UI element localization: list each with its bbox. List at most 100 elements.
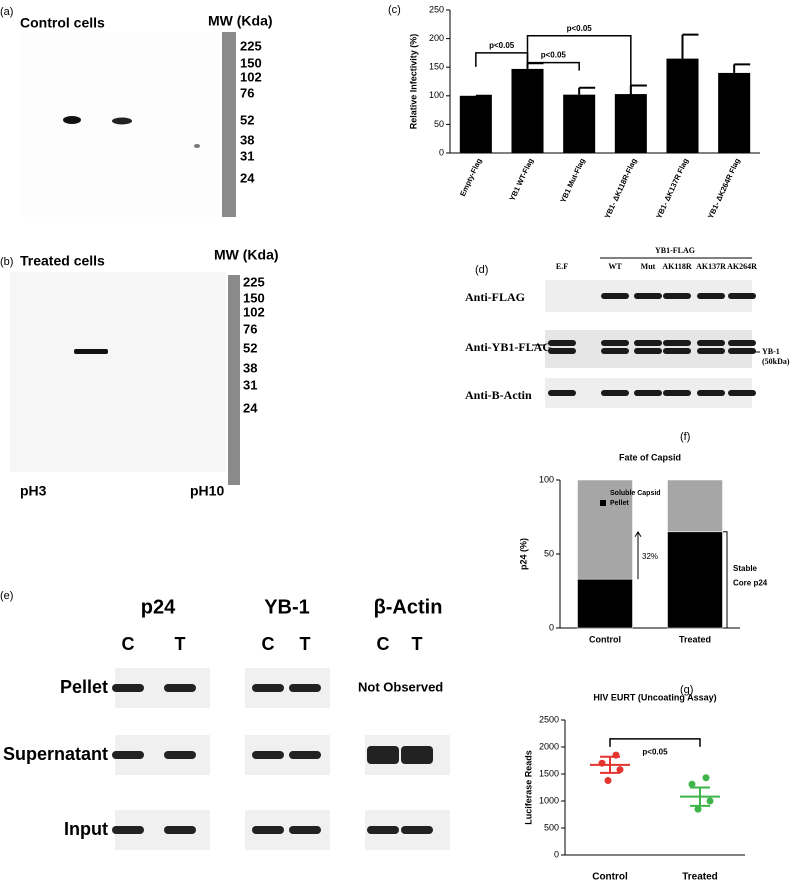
bar-segment xyxy=(577,479,633,580)
legend-swatch xyxy=(600,500,606,506)
x-tick-label: Control xyxy=(589,634,621,644)
spot xyxy=(112,117,132,125)
band xyxy=(112,826,144,834)
mw-marker: 24 xyxy=(243,400,258,415)
bar-segment xyxy=(667,531,723,629)
mw-marker: 31 xyxy=(240,148,254,163)
band xyxy=(164,826,196,834)
y-tick-label: 50 xyxy=(434,119,444,129)
lane-label: AK264R xyxy=(727,262,757,271)
y-tick-label: 2500 xyxy=(539,714,559,724)
marker-label: YB-1 xyxy=(762,347,780,356)
mw-marker: 150 xyxy=(243,290,265,305)
legend-swatch xyxy=(600,490,606,496)
ph-label: pH3 xyxy=(20,483,47,499)
bar xyxy=(563,94,596,153)
band xyxy=(697,340,725,346)
band xyxy=(663,348,691,354)
annotation: p<0.05 xyxy=(567,24,593,33)
annotation: p<0.05 xyxy=(541,51,567,60)
y-tick-label: 150 xyxy=(429,62,444,72)
bar-segment xyxy=(577,578,633,629)
mw-marker: 31 xyxy=(243,377,257,392)
spot xyxy=(63,116,81,124)
band xyxy=(548,348,576,354)
band xyxy=(697,293,725,299)
annotation: Core p24 xyxy=(733,579,768,588)
x-tick-label: Control xyxy=(592,872,628,883)
band xyxy=(164,684,196,692)
lane-label: C xyxy=(122,634,135,654)
y-tick-label: 1500 xyxy=(539,768,559,778)
error-bar xyxy=(629,84,647,95)
band xyxy=(697,390,725,396)
annotation: p<0.05 xyxy=(489,41,515,50)
column-header: β-Actin xyxy=(374,596,443,618)
mw-marker: 76 xyxy=(243,321,257,336)
lane-label: T xyxy=(175,634,186,654)
panel-label: (b) xyxy=(0,256,13,268)
lane-label: AK118R xyxy=(662,262,692,271)
band xyxy=(634,390,662,396)
band xyxy=(601,348,629,354)
point xyxy=(688,780,696,788)
y-tick-label: 1000 xyxy=(539,795,559,805)
band xyxy=(634,293,662,299)
y-tick-label: 2000 xyxy=(539,741,559,751)
mw-title: MW (Kda) xyxy=(214,247,279,263)
band xyxy=(728,340,756,346)
band xyxy=(548,390,576,396)
marker-label: (50kDa) xyxy=(762,357,790,366)
spot xyxy=(74,349,108,354)
bar xyxy=(718,72,751,153)
x-tick-label: YB1- ΔK137R Flag xyxy=(654,157,690,220)
mw-marker: 102 xyxy=(240,69,262,84)
point xyxy=(706,797,714,805)
error-bar xyxy=(681,33,699,59)
blot xyxy=(10,272,226,472)
band xyxy=(252,684,284,692)
legend-label: Pellet xyxy=(610,500,629,507)
band xyxy=(289,751,321,759)
chart-title: HIV EURT (Uncoating Assay) xyxy=(593,692,716,702)
band xyxy=(112,751,144,759)
bar xyxy=(666,58,699,154)
y-tick-label: 50 xyxy=(544,548,554,558)
y-tick-label: 500 xyxy=(544,822,559,832)
lane-label: C xyxy=(262,634,275,654)
band xyxy=(601,340,629,346)
mw-marker: 52 xyxy=(240,112,254,127)
lane-label: E.F xyxy=(556,262,568,271)
mw-marker: 24 xyxy=(240,170,255,185)
band xyxy=(252,751,284,759)
panel-label: (g) xyxy=(680,684,693,696)
point xyxy=(604,776,612,784)
band xyxy=(663,390,691,396)
mw-title: MW (Kda) xyxy=(208,13,273,29)
x-tick-label: YB1 Mut-Flag xyxy=(558,157,587,205)
mw-marker: 52 xyxy=(243,340,257,355)
band xyxy=(367,826,399,834)
band xyxy=(601,293,629,299)
ph-label: pH10 xyxy=(190,483,224,499)
mw-marker: 225 xyxy=(243,274,265,289)
spot xyxy=(194,144,200,148)
lane-group: YB1-FLAG xyxy=(655,246,695,255)
y-tick-label: 100 xyxy=(539,474,554,484)
mw-marker: 102 xyxy=(243,304,265,319)
row-label: Supernatant xyxy=(3,744,108,764)
band xyxy=(164,751,196,759)
band xyxy=(367,746,399,764)
band xyxy=(401,746,433,764)
panel-label: (e) xyxy=(0,590,13,602)
x-tick-label: YB1- ΔK264R Flag xyxy=(706,157,742,220)
error-bar xyxy=(733,63,751,73)
y-axis-label: Relative Infectivity (%) xyxy=(408,34,418,130)
blot-title: Treated cells xyxy=(20,253,105,269)
mw-marker: 76 xyxy=(240,85,254,100)
band xyxy=(663,293,691,299)
x-tick-label: Treated xyxy=(682,872,718,883)
note: Not Observed xyxy=(358,679,443,694)
band xyxy=(634,340,662,346)
annotation: Stable xyxy=(733,564,758,573)
